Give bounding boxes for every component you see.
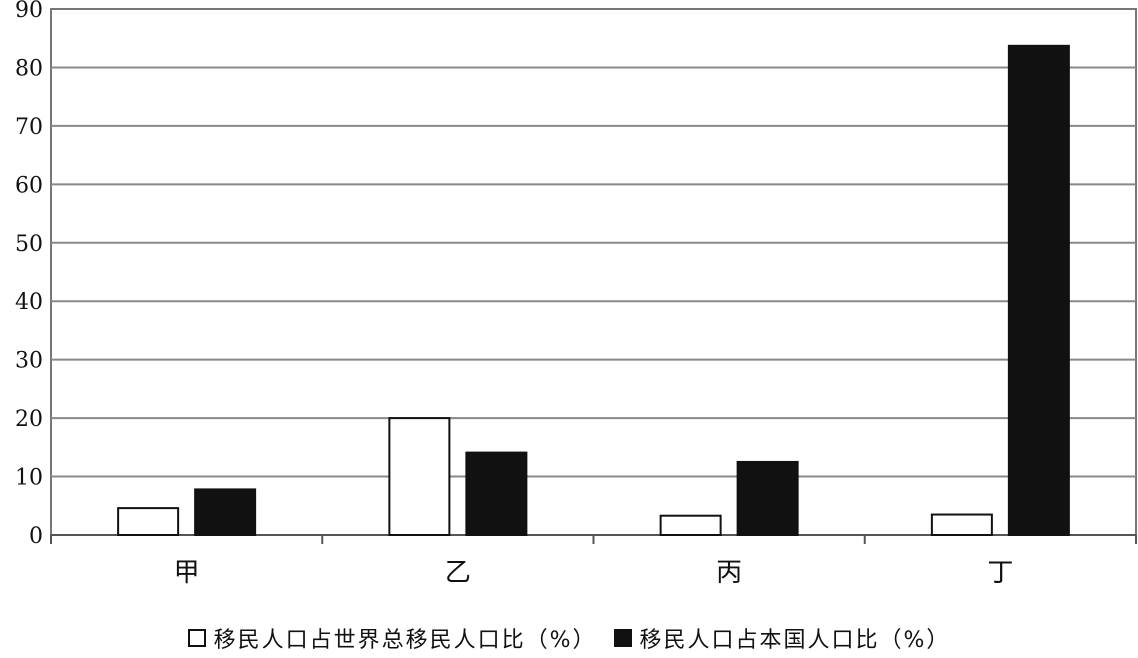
y-tick-label: 50 (15, 232, 43, 257)
y-tick-label: 70 (15, 115, 43, 140)
y-tick-label: 60 (15, 173, 43, 198)
x-category-label: 丁 (987, 558, 1013, 588)
legend: 移民人口占世界总移民人口比（%） 移民人口占本国人口比（%） (0, 622, 1138, 654)
bar-national-share (465, 451, 528, 536)
legend-label-national-share: 移民人口占本国人口比（%） (639, 628, 951, 653)
y-tick-label: 20 (15, 407, 43, 432)
x-category-label: 甲 (174, 558, 200, 588)
bar-world-share (388, 417, 451, 536)
y-tick-label: 30 (15, 349, 43, 374)
bar-national-share (194, 488, 257, 536)
bar-chart: 0 10 20 30 40 50 60 70 80 90 甲 乙 丙 丁 (15, 0, 1137, 588)
bar-national-share (736, 460, 799, 537)
y-tick-label: 80 (15, 56, 43, 81)
bar-world-share (930, 513, 993, 536)
x-category-label: 乙 (445, 558, 471, 588)
y-tick-label: 40 (15, 290, 43, 315)
bar-world-share (117, 507, 180, 537)
legend-item-national-share: 移民人口占本国人口比（%） (613, 622, 951, 654)
y-tick-label: 10 (15, 466, 43, 491)
x-category-label: 丙 (716, 558, 742, 588)
y-tick-label: 0 (29, 524, 43, 549)
bar-world-share (659, 514, 722, 536)
legend-swatch-solid (613, 629, 632, 647)
legend-item-world-share: 移民人口占世界总移民人口比（%） (187, 622, 597, 654)
legend-label-world-share: 移民人口占世界总移民人口比（%） (213, 628, 597, 653)
legend-swatch-open (187, 629, 206, 647)
bar-national-share (1007, 44, 1070, 536)
y-tick-label: 90 (15, 0, 43, 23)
plot-frame (50, 8, 1137, 536)
